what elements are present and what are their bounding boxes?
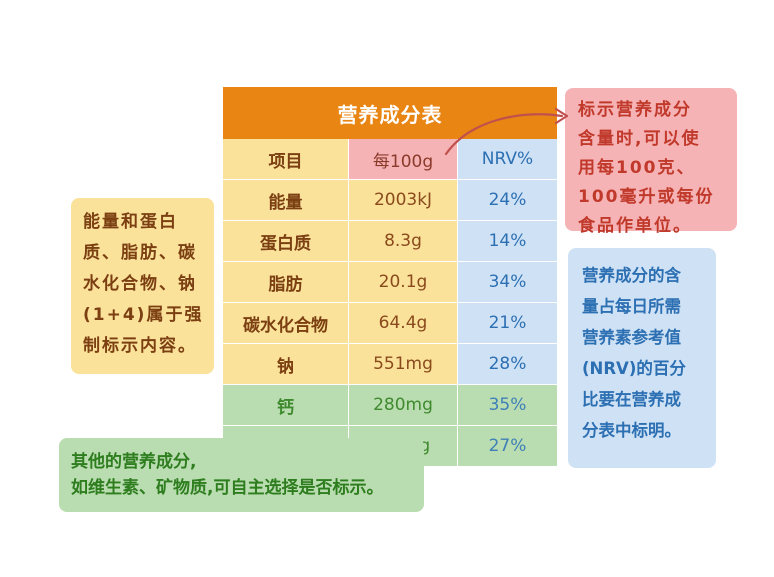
- row-item: 能量: [223, 180, 349, 221]
- note-line: 量占每日所需: [582, 297, 681, 316]
- note-line: 比要在营养成: [582, 390, 681, 409]
- nrv-note: 营养成分的含 量占每日所需 营养素参考值 (NRV)的百分 比要在营养成 分表中…: [568, 248, 716, 468]
- row-nrv: 14%: [458, 221, 557, 262]
- note-line: 分表中标明。: [582, 421, 681, 440]
- row-value: 20.1g: [349, 262, 458, 303]
- row-value: 551mg: [349, 344, 458, 385]
- row-nrv: 21%: [458, 303, 557, 344]
- table-row: 碳水化合物 64.4g 21%: [223, 303, 557, 344]
- note-line: 制标示内容。: [83, 336, 197, 356]
- row-value: 2003kJ: [349, 180, 458, 221]
- row-item: 钙: [223, 385, 349, 426]
- optional-note: 其他的营养成分, 如维生素、矿物质,可自主选择是否标示。: [59, 438, 424, 512]
- row-item: 钠: [223, 344, 349, 385]
- table-title: 营养成分表: [223, 87, 557, 139]
- note-line: (1+4)属于强: [83, 305, 204, 325]
- note-line: (NRV)的百分: [582, 359, 686, 378]
- table-row: 能量 2003kJ 24%: [223, 180, 557, 221]
- row-nrv: 28%: [458, 344, 557, 385]
- table-row: 蛋白质 8.3g 14%: [223, 221, 557, 262]
- row-value: 64.4g: [349, 303, 458, 344]
- mandatory-note: 能量和蛋白 质、脂肪、碳 水化合物、钠 (1+4)属于强 制标示内容。: [71, 198, 214, 374]
- row-value: 280mg: [349, 385, 458, 426]
- table-row: 脂肪 20.1g 34%: [223, 262, 557, 303]
- note-line: 用每100克、: [578, 158, 696, 178]
- callout-arrow-icon: [444, 107, 569, 156]
- note-line: 标示营养成分: [578, 100, 692, 120]
- row-nrv: 24%: [458, 180, 557, 221]
- note-line: 其他的营养成分,: [71, 452, 197, 472]
- note-line: 如维生素、矿物质,可自主选择是否标示。: [71, 478, 384, 498]
- note-line: 质、脂肪、碳: [83, 243, 197, 263]
- note-line: 水化合物、钠: [83, 274, 197, 294]
- note-line: 能量和蛋白: [83, 212, 178, 232]
- note-line: 含量时,可以使: [578, 129, 701, 149]
- table-header-row: 项目 每100g NRV%: [223, 139, 557, 180]
- header-per100g: 每100g: [349, 139, 458, 180]
- note-line: 食品作单位。: [578, 216, 692, 236]
- unit-note: 标示营养成分 含量时,可以使 用每100克、 100毫升或每份 食品作单位。: [565, 88, 737, 236]
- note-line: 营养成分的含: [582, 266, 681, 285]
- header-item: 项目: [223, 139, 349, 180]
- table-row: 钙 280mg 35%: [223, 385, 557, 426]
- row-item: 碳水化合物: [223, 303, 349, 344]
- note-line: 营养素参考值: [582, 328, 681, 347]
- row-nrv: 34%: [458, 262, 557, 303]
- row-nrv: 27%: [458, 426, 557, 467]
- row-item: 蛋白质: [223, 221, 349, 262]
- row-value: 8.3g: [349, 221, 458, 262]
- header-nrv: NRV%: [458, 139, 557, 180]
- note-line: 100毫升或每份: [578, 187, 715, 207]
- row-nrv: 35%: [458, 385, 557, 426]
- row-item: 脂肪: [223, 262, 349, 303]
- table-row: 钠 551mg 28%: [223, 344, 557, 385]
